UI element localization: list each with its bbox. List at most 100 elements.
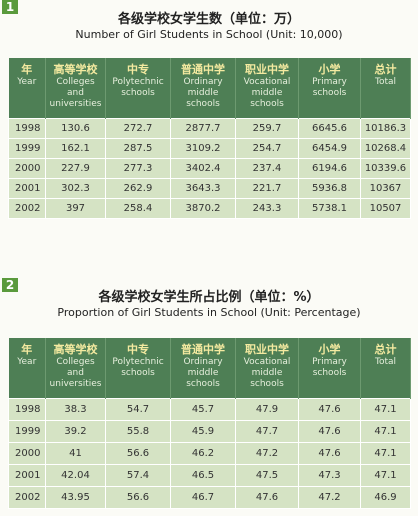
header-zh: 年 — [21, 63, 33, 76]
cell: 45.7 — [170, 398, 236, 421]
year-cell: 2002 — [8, 486, 46, 509]
header-cell: 高等学校 Colleges and universities — [45, 338, 106, 399]
cell: 57.4 — [105, 464, 171, 487]
title-en: Number of Girl Students in School (Unit:… — [75, 28, 343, 41]
header-en: and — [67, 88, 84, 98]
cell: 47.6 — [298, 398, 361, 421]
cell: 227.9 — [45, 158, 106, 179]
header-zh: 小学 — [318, 63, 341, 76]
cell: 10339.6 — [360, 158, 411, 179]
header-en: Total — [374, 357, 397, 367]
cell: 47.1 — [360, 398, 411, 421]
cell: 5738.1 — [298, 198, 361, 219]
header-row: 年 Year 高等学校 Colleges and universities 中专 Polyte… — [8, 338, 411, 399]
cell: 46.5 — [170, 464, 236, 487]
header-zh: 普通中学 — [181, 63, 225, 76]
header-en: and — [67, 368, 84, 378]
header-cell: 小学 Primary schools — [298, 338, 361, 399]
cell: 287.5 — [105, 138, 171, 159]
cell: 47.5 — [235, 464, 299, 487]
cell: 3870.2 — [170, 198, 236, 219]
row: 1999 162.1 287.5 3109.2 254.7 6454.9 10268.4 — [8, 138, 411, 159]
header-en: universities — [49, 379, 102, 389]
row: 2002 43.95 56.6 46.7 47.6 47.2 46.9 — [8, 486, 411, 509]
header-row: 年 Year 高等学校 Colleges and universities 中专 Polyte… — [8, 58, 411, 119]
cell: 6645.6 — [298, 118, 361, 139]
header-zh: 总计 — [374, 343, 397, 356]
cell: 258.4 — [105, 198, 171, 219]
cell: 5936.8 — [298, 178, 361, 199]
cell: 10268.4 — [360, 138, 411, 159]
cell: 10367 — [360, 178, 411, 199]
cell: 56.6 — [105, 442, 171, 465]
header-en: schools — [250, 99, 284, 109]
year-cell: 2001 — [8, 178, 46, 199]
cell: 47.6 — [298, 420, 361, 443]
year-cell: 1998 — [8, 398, 46, 421]
section-marker: 2 — [2, 278, 18, 292]
data-table: 年 Year 高等学校 Colleges and universities 中专 Polyte… — [8, 338, 411, 509]
header-en: middle — [187, 88, 219, 98]
row: 2001 302.3 262.9 3643.3 221.7 5936.8 10367 — [8, 178, 411, 199]
header-en: Total — [374, 77, 397, 87]
header-cell: 职业中学 Vocational middle schools — [235, 338, 299, 399]
header-cell: 职业中学 Vocational middle schools — [235, 58, 299, 119]
header-en: schools — [312, 368, 347, 378]
header-en: middle — [251, 88, 283, 98]
cell: 3402.4 — [170, 158, 236, 179]
header-cell: 年 Year — [8, 58, 46, 119]
cell: 3643.3 — [170, 178, 236, 199]
cell: 272.7 — [105, 118, 171, 139]
cell: 38.3 — [45, 398, 106, 421]
cell: 243.3 — [235, 198, 299, 219]
cell: 277.3 — [105, 158, 171, 179]
section: 2 各级学校女学生所占比例（单位：%） Proportion of Girl Stu… — [0, 278, 418, 516]
header-zh: 高等学校 — [53, 63, 98, 76]
cell: 221.7 — [235, 178, 299, 199]
cell: 302.3 — [45, 178, 106, 199]
cell: 47.2 — [298, 486, 361, 509]
title-zh: 各级学校女学生所占比例（单位：%） — [98, 290, 320, 305]
cell: 47.2 — [235, 442, 299, 465]
header-cell: 总计 Total — [360, 338, 411, 399]
cell: 47.3 — [298, 464, 361, 487]
header-en: Primary — [312, 357, 347, 367]
cell: 6194.6 — [298, 158, 361, 179]
cell: 41 — [45, 442, 106, 465]
thead: 年 Year 高等学校 Colleges and universities 中专 Polyte… — [8, 58, 411, 119]
cell: 55.8 — [105, 420, 171, 443]
cell: 6454.9 — [298, 138, 361, 159]
header-en: schools — [186, 379, 220, 389]
cell: 46.9 — [360, 486, 411, 509]
header-cell: 普通中学 Ordinary middle schools — [170, 58, 236, 119]
row: 1998 130.6 272.7 2877.7 259.7 6645.6 10186.3 — [8, 118, 411, 139]
cell: 54.7 — [105, 398, 171, 421]
header-en: universities — [49, 99, 102, 109]
cell: 259.7 — [235, 118, 299, 139]
cell: 47.6 — [298, 442, 361, 465]
row: 1999 39.2 55.8 45.9 47.7 47.6 47.1 — [8, 420, 411, 443]
header-en: schools — [121, 368, 155, 378]
section-marker: 1 — [2, 0, 18, 14]
cell: 162.1 — [45, 138, 106, 159]
header-en: Colleges — [56, 77, 95, 87]
header-en: Ordinary — [183, 77, 223, 87]
header-zh: 年 — [21, 343, 33, 356]
header-en: Vocational — [243, 357, 291, 367]
cell: 46.2 — [170, 442, 236, 465]
section: 1 各级学校女学生数（单位：万） Number of Girl Students i… — [0, 0, 418, 238]
header-en: Vocational — [243, 77, 291, 87]
cell: 47.9 — [235, 398, 299, 421]
year-cell: 2002 — [8, 198, 46, 219]
cell: 47.7 — [235, 420, 299, 443]
header-en: Year — [17, 77, 37, 87]
row: 2001 42.04 57.4 46.5 47.5 47.3 47.1 — [8, 464, 411, 487]
cell: 45.9 — [170, 420, 236, 443]
year-cell: 1999 — [8, 420, 46, 443]
cell: 43.95 — [45, 486, 106, 509]
year-cell: 1999 — [8, 138, 46, 159]
cell: 254.7 — [235, 138, 299, 159]
header-zh: 小学 — [318, 343, 341, 356]
header-zh: 中专 — [127, 343, 149, 356]
